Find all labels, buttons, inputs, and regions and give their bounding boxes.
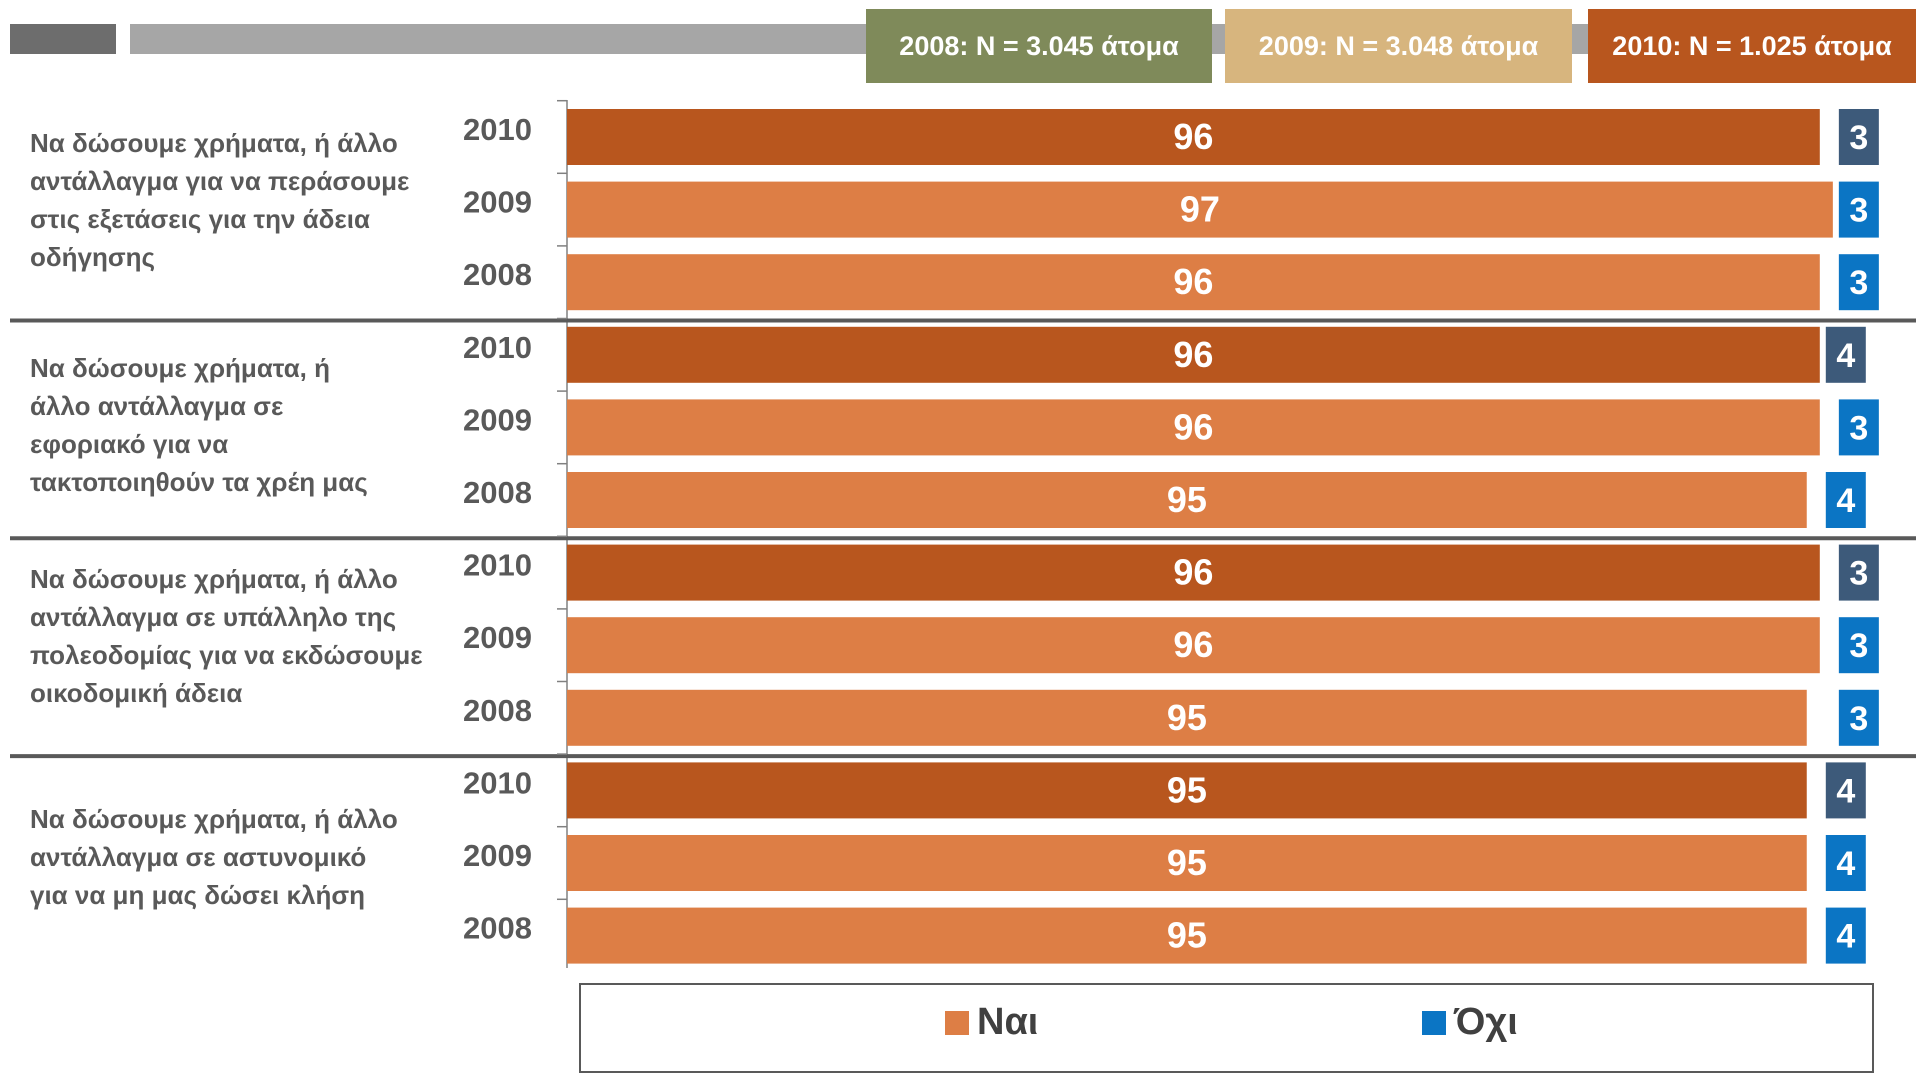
legend-label-yes: Ναι — [977, 1001, 1039, 1043]
bar-yes-2008 — [567, 689, 1807, 746]
bar-yes-2009 — [567, 617, 1820, 674]
sample-size-2009: 2009: N = 3.048 άτομα — [1225, 9, 1572, 83]
legend-swatch-no — [1422, 1010, 1446, 1035]
legend-label-no: Όχι — [1454, 1001, 1518, 1043]
bar-no-2009 — [1838, 617, 1879, 674]
year-tick-label: 2010 — [463, 112, 532, 147]
bar-no-2008 — [1825, 472, 1866, 528]
bar-no-2008 — [1838, 254, 1879, 311]
bar-yes-2009 — [567, 835, 1807, 891]
bar-yes-2008 — [567, 254, 1820, 311]
data-label-yes: 95 — [1167, 769, 1207, 810]
data-label-no: 3 — [1849, 555, 1868, 593]
bar-no-2009 — [1838, 181, 1879, 238]
year-tick-label: 2010 — [463, 548, 532, 583]
data-label-no: 3 — [1849, 192, 1868, 230]
bar-no-2010 — [1838, 544, 1879, 601]
bar-yes-2008 — [567, 472, 1807, 528]
legend: Ναι Όχι — [579, 983, 1874, 1073]
data-label-yes: 95 — [1167, 479, 1207, 520]
bar-no-2009 — [1825, 835, 1866, 891]
data-label-yes: 96 — [1173, 552, 1213, 593]
bar-yes-2010 — [567, 544, 1820, 601]
group-label-tax-office: Να δώσουμε χρήματα, ή άλλο αντάλλαγμα σε… — [30, 353, 368, 497]
year-tick-label: 2009 — [463, 620, 532, 655]
year-tick-label: 2009 — [463, 185, 532, 220]
year-tick-label: 2008 — [463, 911, 532, 946]
data-label-yes: 96 — [1173, 261, 1213, 302]
legend-item-yes: Ναι — [945, 1001, 1038, 1044]
bar-yes-2010 — [567, 762, 1807, 819]
group-label-driving-license: Να δώσουμε χρήματα, ή άλλο αντάλλαγμα γι… — [30, 128, 410, 272]
data-label-yes: 95 — [1167, 842, 1207, 883]
bar-yes-2008 — [567, 907, 1807, 964]
bar-yes-2009 — [567, 399, 1820, 456]
data-label-yes: 97 — [1180, 189, 1220, 230]
sample-size-2010: 2010: N = 1.025 άτομα — [1588, 9, 1916, 83]
bar-no-2009 — [1838, 399, 1879, 456]
data-label-yes: 96 — [1173, 334, 1213, 375]
bar-no-2008 — [1825, 907, 1866, 964]
data-label-yes: 95 — [1167, 915, 1207, 956]
bar-yes-2010 — [567, 109, 1820, 165]
data-label-yes: 95 — [1167, 697, 1207, 738]
bar-no-2010 — [1838, 109, 1879, 165]
stacked-bar-chart: 96 3 2010 97 3 2009 96 3 2008 96 4 2010 96 3 2009 95 4 20… — [10, 99, 1916, 968]
group-label-building-permit: Να δώσουμε χρήματα, ή άλλο αντάλλαγμα σε… — [30, 564, 423, 708]
data-label-no: 3 — [1849, 700, 1868, 738]
legend-swatch-yes — [945, 1010, 969, 1035]
data-label-no: 3 — [1849, 627, 1868, 665]
data-label-yes: 96 — [1173, 406, 1213, 447]
year-tick-label: 2008 — [463, 475, 532, 510]
year-tick-label: 2010 — [463, 765, 532, 800]
year-tick-label: 2009 — [463, 838, 532, 873]
bar-no-2010 — [1825, 762, 1866, 819]
sample-size-2008: 2008: N = 3.045 άτομα — [866, 9, 1212, 83]
year-tick-label: 2008 — [463, 693, 532, 728]
data-label-no: 3 — [1849, 409, 1868, 447]
bar-no-2008 — [1838, 689, 1879, 746]
data-label-no: 4 — [1836, 772, 1855, 810]
data-label-no: 4 — [1836, 918, 1855, 956]
year-tick-label: 2010 — [463, 330, 532, 365]
year-tick-label: 2009 — [463, 402, 532, 437]
legend-item-no: Όχι — [1422, 1001, 1518, 1044]
data-label-no: 4 — [1836, 337, 1855, 375]
data-label-no: 3 — [1849, 119, 1868, 157]
data-label-no: 4 — [1836, 845, 1855, 883]
data-label-yes: 96 — [1173, 624, 1213, 665]
data-label-no: 3 — [1849, 264, 1868, 302]
bar-no-2010 — [1825, 326, 1866, 383]
data-label-no: 4 — [1836, 482, 1855, 520]
data-label-yes: 96 — [1173, 116, 1213, 157]
group-label-traffic-ticket: Να δώσουμε χρήματα, ή άλλο αντάλλαγμα σε… — [30, 804, 398, 910]
bar-yes-2009 — [567, 181, 1833, 238]
header-decor-dark-bar — [10, 24, 116, 54]
bar-yes-2010 — [567, 326, 1820, 383]
year-tick-label: 2008 — [463, 257, 532, 292]
